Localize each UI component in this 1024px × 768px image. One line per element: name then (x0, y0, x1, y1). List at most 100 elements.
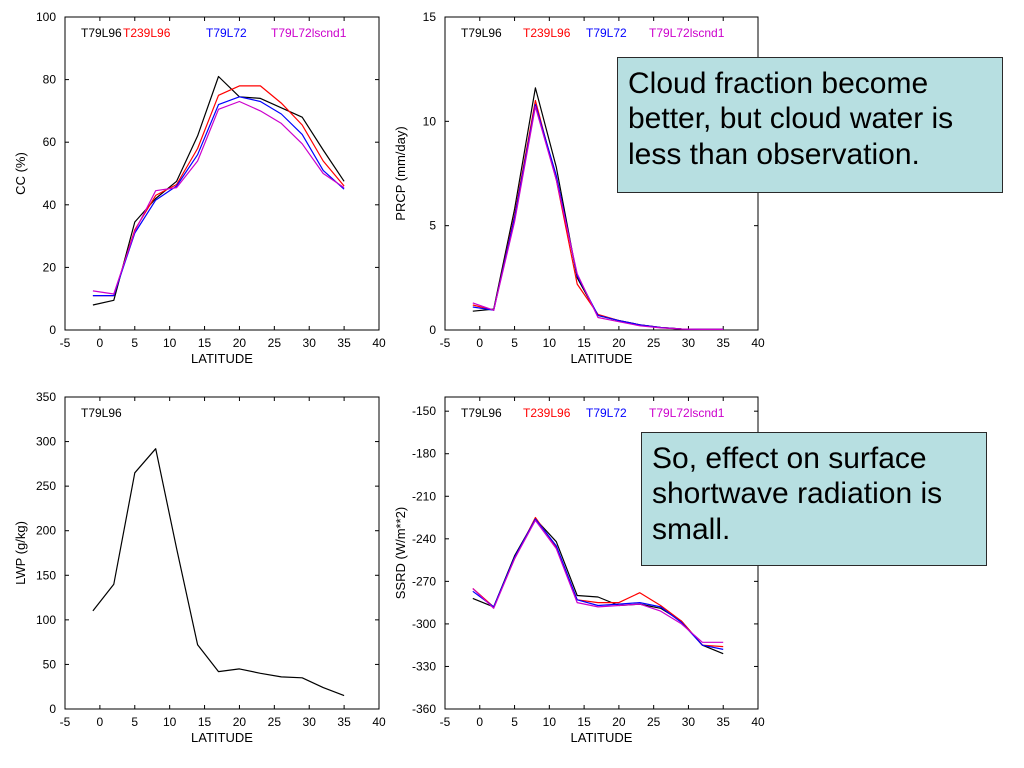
y-tick-label: 40 (43, 198, 57, 212)
callout-ssrd-note: So, effect on surface shortwave radiatio… (641, 432, 987, 566)
x-tick-label: 10 (543, 715, 557, 729)
series-line (92, 75, 345, 306)
x-tick-label: 15 (198, 715, 212, 729)
legend-item: T239L96 (523, 26, 571, 40)
x-tick-label: 30 (682, 715, 696, 729)
y-tick-label: -360 (412, 702, 436, 716)
x-tick-label: 30 (303, 715, 317, 729)
x-tick-label: 25 (647, 336, 661, 350)
y-tick-label: 0 (49, 702, 56, 716)
y-tick-label: 100 (36, 613, 56, 627)
y-tick-label: 20 (43, 260, 57, 274)
y-tick-label: 60 (43, 135, 57, 149)
y-tick-label: -210 (412, 489, 436, 503)
x-tick-label: 30 (682, 336, 696, 350)
legend-item: T79L72 (586, 406, 627, 420)
x-tick-label: 40 (751, 715, 765, 729)
y-tick-label: -300 (412, 617, 436, 631)
x-tick-label: 35 (337, 336, 351, 350)
y-tick-label: -150 (412, 404, 436, 418)
series-line (472, 519, 724, 643)
legend-item: T79L72lscnd1 (649, 406, 725, 420)
x-tick-label: -5 (440, 715, 451, 729)
y-tick-label: 5 (429, 219, 436, 233)
y-tick-label: 80 (43, 73, 57, 87)
y-tick-label: -180 (412, 447, 436, 461)
x-tick-label: 25 (268, 336, 282, 350)
y-tick-label: -330 (412, 659, 436, 673)
plot-frame (64, 396, 380, 710)
y-tick-label: 15 (423, 10, 437, 24)
legend-item: T79L96 (461, 406, 502, 420)
y-tick-label: -240 (412, 532, 436, 546)
x-axis-label: LATITUDE (571, 730, 633, 745)
series-line (92, 96, 345, 297)
x-tick-label: 0 (476, 715, 483, 729)
legend-item: T239L96 (523, 406, 571, 420)
legend-item: T79L72lscnd1 (271, 26, 347, 40)
x-tick-label: 20 (233, 336, 247, 350)
y-tick-label: 0 (49, 323, 56, 337)
x-tick-label: 0 (97, 715, 104, 729)
x-tick-label: 30 (303, 336, 317, 350)
y-tick-label: 350 (36, 390, 56, 404)
series-line (472, 106, 724, 330)
y-tick-label: 200 (36, 524, 56, 538)
x-axis-label: LATITUDE (571, 351, 633, 366)
x-tick-label: 20 (233, 715, 247, 729)
x-tick-label: 15 (577, 336, 591, 350)
y-tick-label: 100 (36, 10, 56, 24)
x-tick-label: 40 (372, 336, 386, 350)
y-axis-label: PRCP (mm/day) (393, 126, 408, 220)
y-tick-label: -270 (412, 574, 436, 588)
x-axis-label: LATITUDE (191, 351, 253, 366)
x-tick-label: 0 (476, 336, 483, 350)
x-tick-label: 20 (612, 715, 626, 729)
chart-panel-1: -5 0 5 10 15 20 25 30 35 40 0 20 40 60 80 100 LATITUDE CC… (13, 10, 386, 366)
x-tick-label: 0 (97, 336, 104, 350)
x-tick-label: -5 (440, 336, 451, 350)
legend-item: T79L72lscnd1 (649, 26, 725, 40)
legend-item: T239L96 (123, 26, 171, 40)
y-tick-label: 300 (36, 435, 56, 449)
legend-item: T79L96 (81, 26, 122, 40)
chart-panel-4: -5 0 5 10 15 20 25 30 35 40 -360 -330 -300 -270 -240 -2… (393, 396, 765, 745)
x-tick-label: 15 (198, 336, 212, 350)
series-line (92, 100, 345, 295)
x-tick-label: 10 (163, 715, 177, 729)
x-tick-label: 10 (163, 336, 177, 350)
x-tick-label: -5 (60, 336, 71, 350)
legend-item: T79L72 (206, 26, 247, 40)
callout-cloud-note: Cloud fraction become better, but cloud … (617, 57, 1003, 193)
y-tick-label: 150 (36, 568, 56, 582)
x-tick-label: 5 (131, 715, 138, 729)
y-tick-label: 250 (36, 479, 56, 493)
y-tick-label: 50 (43, 657, 57, 671)
chart-panel-3: -5 0 5 10 15 20 25 30 35 40 0 50 100 150 200 250 300 350 L… (13, 390, 386, 745)
y-tick-label: 0 (429, 323, 436, 337)
y-tick-label: 10 (423, 114, 437, 128)
series-line (92, 448, 345, 697)
x-axis-label: LATITUDE (191, 730, 253, 745)
x-tick-label: 5 (511, 715, 518, 729)
x-tick-label: 35 (337, 715, 351, 729)
x-tick-label: 25 (268, 715, 282, 729)
x-tick-label: 20 (612, 336, 626, 350)
legend-item: T79L96 (81, 406, 122, 420)
x-tick-label: 10 (543, 336, 557, 350)
y-axis-label: SSRD (W/m**2) (393, 507, 408, 599)
x-tick-label: 15 (577, 715, 591, 729)
plot-frame (64, 16, 380, 331)
y-axis-label: LWP (g/kg) (13, 521, 28, 585)
legend-item: T79L96 (461, 26, 502, 40)
x-tick-label: 40 (372, 715, 386, 729)
y-axis-label: CC (%) (13, 152, 28, 195)
x-tick-label: 35 (717, 336, 731, 350)
series-line (92, 85, 345, 297)
x-tick-label: 35 (717, 715, 731, 729)
series-line (472, 518, 724, 650)
x-tick-label: 5 (131, 336, 138, 350)
x-tick-label: 25 (647, 715, 661, 729)
